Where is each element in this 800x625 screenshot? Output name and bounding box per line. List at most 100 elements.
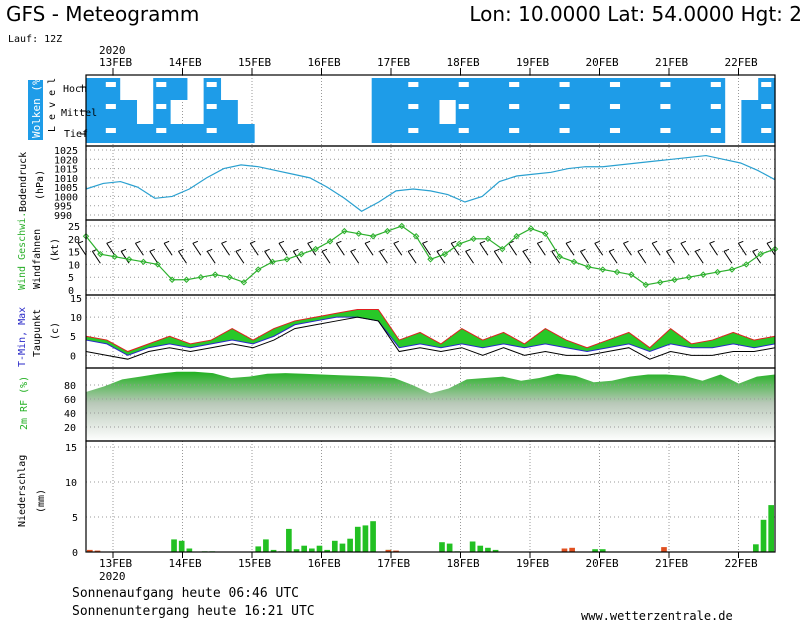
wind-barb-flag [350, 248, 356, 252]
wind-speed-point [470, 235, 477, 243]
cloud-cell [472, 78, 490, 100]
cloud-cell [170, 78, 188, 100]
wind-barb-flag [250, 240, 256, 244]
cloud-gap [559, 82, 570, 87]
cloud-cell [86, 124, 104, 143]
cloud-gap [206, 82, 217, 87]
cloud-gap [206, 128, 217, 133]
cloud-gap [156, 128, 167, 133]
cloud-cell [707, 124, 726, 143]
wind-barb-flag [336, 240, 342, 244]
wind-tick-label: 15 [68, 248, 80, 259]
cloud-cell [371, 100, 390, 124]
temp-tick-label: 10 [70, 313, 82, 324]
sunrise-text: Sonnenaufgang heute 06:46 UTC [72, 586, 299, 601]
day-label-top: 17FEB [377, 56, 410, 69]
wind-speed-point [685, 273, 693, 281]
wind-speed-line [85, 225, 776, 286]
precip-bar [592, 549, 598, 552]
day-label-bottom: 17FEB [377, 557, 410, 570]
precip-bar [446, 543, 453, 552]
precip-bar [186, 548, 193, 552]
wind-barb-flag [623, 240, 629, 244]
cloud-cell [674, 124, 692, 143]
wind-barb-flag [594, 240, 600, 244]
page-title: GFS - Meteogramm [6, 2, 200, 26]
wind-speed-point [183, 276, 190, 283]
precip-tick-label: 10 [65, 478, 77, 489]
cloud-cell [506, 124, 524, 143]
cloud-cell [657, 100, 675, 124]
precip-bar [270, 549, 277, 552]
snow-bar [94, 550, 101, 552]
wind-barb [479, 243, 489, 256]
cloud-cell [590, 78, 608, 100]
cloud-cell [153, 78, 171, 100]
rh-axis-label: 2m RF (%) [19, 376, 30, 430]
cloud-gap [660, 104, 671, 109]
wind-barb-flag [278, 240, 285, 244]
wind-speed-point [642, 281, 650, 289]
wind-barb-flag [465, 248, 471, 252]
wind-barb-flag [163, 240, 170, 244]
temp-band [86, 309, 775, 356]
cloud-cell [606, 100, 625, 124]
cloud-cell [690, 124, 709, 143]
cloud-gap [458, 82, 469, 87]
precip-bar [753, 544, 759, 552]
wind-speed-point [326, 238, 334, 245]
cloud-cell [388, 78, 406, 100]
cloud-cell [590, 124, 608, 143]
precip-bar [768, 505, 774, 552]
day-label-bottom: 13FEB [99, 557, 132, 570]
cloud-gap [559, 104, 570, 109]
wind-barb [422, 243, 431, 256]
wind-barb [178, 251, 187, 264]
cloud-gap [761, 82, 772, 87]
cloud-cell [590, 100, 608, 124]
temp-unit-label: (c) [50, 322, 61, 340]
wind-barb-flag [393, 240, 399, 244]
pressure-axis-label: Bodendruck [18, 152, 29, 212]
wind-speed-point [757, 250, 764, 258]
pressure-tick-label: 1010 [54, 174, 78, 185]
precip-bar [370, 521, 376, 552]
cloud-cell [657, 124, 675, 143]
cloud-cell [102, 100, 121, 124]
cloud-gap [408, 104, 419, 109]
wind-speed-point [341, 227, 348, 235]
wind-barb-flag [680, 240, 687, 244]
wind-barb [335, 243, 345, 256]
day-label-bottom: 15FEB [238, 557, 271, 570]
wind-speed-point [427, 256, 434, 263]
day-label-top: 20FEB [586, 56, 619, 69]
day-label-top: 15FEB [238, 56, 271, 69]
source-link[interactable]: www.wetterzentrale.de [581, 609, 733, 623]
cloud-cell [758, 124, 776, 143]
snow-bar [661, 547, 667, 552]
cloud-gap [408, 128, 419, 133]
day-label-top: 21FEB [655, 56, 688, 69]
cloud-cell [153, 124, 171, 143]
cloud-cell [623, 100, 642, 124]
snow-bar [569, 547, 575, 552]
wind-barb-flag [149, 248, 155, 252]
wind-speed-point [628, 271, 635, 278]
cloud-cell [203, 124, 222, 143]
cloud-gap [156, 104, 167, 109]
cloud-gap [761, 128, 772, 133]
cloud-cell [690, 100, 709, 124]
precip-bar [293, 549, 300, 552]
precip-bar [255, 546, 262, 552]
wind-barb-flag [135, 240, 141, 244]
precip-bar [324, 549, 330, 552]
cloud-gap [609, 104, 621, 109]
wind-speed-point [499, 245, 506, 253]
cloud-cell [220, 124, 238, 143]
wind-barb [608, 251, 618, 264]
wind-barb [551, 251, 561, 264]
wind-speed-point [671, 276, 678, 283]
cloud-cell [220, 100, 238, 124]
wind-barb-flag [608, 248, 615, 252]
wind-barb-flag [580, 248, 586, 252]
